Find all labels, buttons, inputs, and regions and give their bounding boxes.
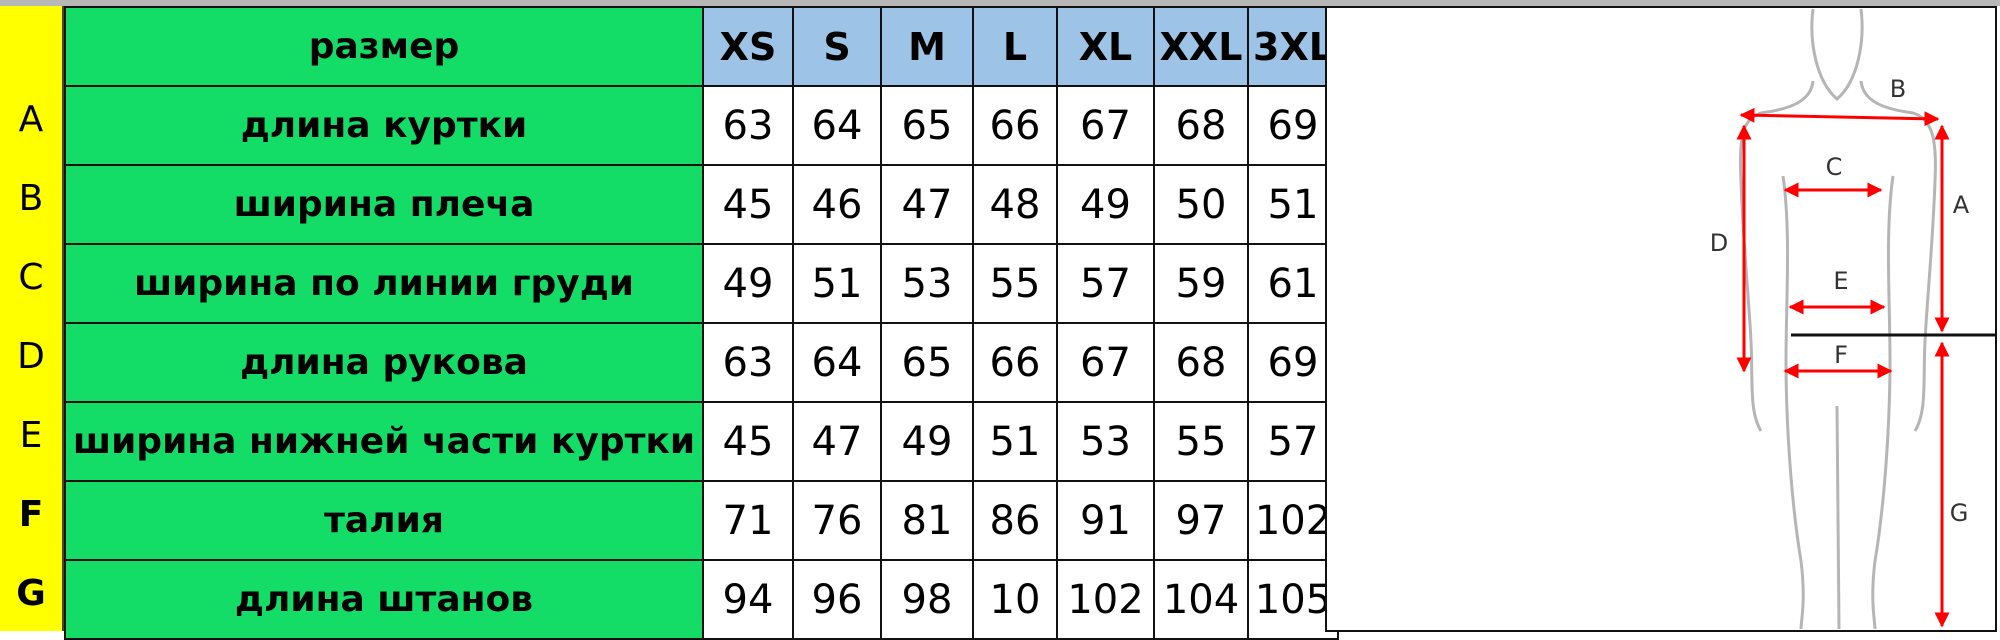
measurement-label: длина рукова [64,322,704,403]
row-letter-c: C [18,257,44,298]
label-g: G [1950,499,1969,527]
value-cell: 49 [1056,164,1155,245]
arrow-b [1739,107,1940,127]
value-cell: 71 [702,480,794,561]
value-cell: 68 [1153,85,1249,166]
measurement-label: длина штанов [64,559,704,640]
value-cell: 46 [792,164,882,245]
value-cell: 45 [702,164,794,245]
value-cell: 63 [702,322,794,403]
value-cell: 45 [702,401,794,482]
value-cell: 57 [1247,401,1339,482]
size-header-l: L [972,6,1058,87]
value-cell: 94 [702,559,794,640]
row-letter-e: E [19,415,43,456]
value-cell: 64 [792,322,882,403]
value-cell: 63 [702,85,794,166]
value-cell: 57 [1056,243,1155,324]
value-cell: 66 [972,322,1058,403]
value-cell: 59 [1153,243,1249,324]
value-cell: 105 [1247,559,1339,640]
body-measurement-figure: B A C D E F G [1325,6,1997,632]
value-cell: 53 [1056,401,1155,482]
value-cell: 102 [1247,480,1339,561]
value-cell: 81 [880,480,974,561]
value-cell: 55 [972,243,1058,324]
size-header-3xl: 3XL [1247,6,1339,87]
size-header-s: S [792,6,882,87]
value-cell: 91 [1056,480,1155,561]
value-cell: 102 [1056,559,1155,640]
value-cell: 65 [880,322,974,403]
measurement-arrows [1736,107,1950,628]
value-cell: 67 [1056,322,1155,403]
value-cell: 67 [1056,85,1155,166]
value-cell: 69 [1247,85,1339,166]
sheet-top-border [0,0,2000,6]
value-cell: 68 [1153,322,1249,403]
size-header-xs: XS [702,6,794,87]
table-row: длина куртки 63 64 65 66 67 68 69 [64,85,1339,166]
size-chart-table: размер XS S M L XL XXL 3XL длина куртки 63 64 65 6… [64,6,1339,640]
value-cell: 64 [792,85,882,166]
value-cell: 49 [702,243,794,324]
value-cell: 49 [880,401,974,482]
size-header-xxl: XXL [1153,6,1249,87]
value-cell: 96 [792,559,882,640]
header-row: размер XS S M L XL XXL 3XL [64,6,1339,87]
table-row: ширина плеча 45 46 47 48 49 50 51 [64,164,1339,245]
row-letter-a: A [18,99,44,140]
row-letter-g: G [16,573,46,614]
measurement-label: ширина плеча [64,164,704,245]
header-label: размер [64,6,704,87]
table-row: ширина по линии груди 49 51 53 55 57 59 61 [64,243,1339,324]
value-cell: 98 [880,559,974,640]
measurement-label: длина куртки [64,85,704,166]
value-cell: 50 [1153,164,1249,245]
label-a: A [1953,191,1970,219]
value-cell: 61 [1247,243,1339,324]
label-d: D [1710,229,1728,257]
row-letter-f: F [18,494,44,535]
label-c: C [1826,153,1843,181]
row-letter-d: D [17,336,45,377]
label-f: F [1834,341,1848,369]
table-row: длина штанов 94 96 98 10 102 104 105 [64,559,1339,640]
value-cell: 53 [880,243,974,324]
value-cell: 65 [880,85,974,166]
label-b: B [1890,75,1906,103]
value-cell: 55 [1153,401,1249,482]
row-letter-b: B [18,178,44,219]
label-e: E [1833,267,1848,295]
value-cell: 51 [972,401,1058,482]
measurement-label: талия [64,480,704,561]
value-cell: 104 [1153,559,1249,640]
size-header-xl: XL [1056,6,1155,87]
value-cell: 86 [972,480,1058,561]
value-cell: 97 [1153,480,1249,561]
value-cell: 10 [972,559,1058,640]
value-cell: 47 [880,164,974,245]
value-cell: 47 [792,401,882,482]
value-cell: 69 [1247,322,1339,403]
measurement-label: ширина по линии груди [64,243,704,324]
value-cell: 48 [972,164,1058,245]
table-row: длина рукова 63 64 65 66 67 68 69 [64,322,1339,403]
table-row: ширина нижней части куртки 45 47 49 51 53 55 57 [64,401,1339,482]
value-cell: 51 [792,243,882,324]
measurement-label: ширина нижней части куртки [64,401,704,482]
value-cell: 66 [972,85,1058,166]
table-row: талия 71 76 81 86 91 97 102 [64,480,1339,561]
human-silhouette-diagram: B A C D E F G [1710,8,1995,630]
value-cell: 76 [792,480,882,561]
size-header-m: M [880,6,974,87]
